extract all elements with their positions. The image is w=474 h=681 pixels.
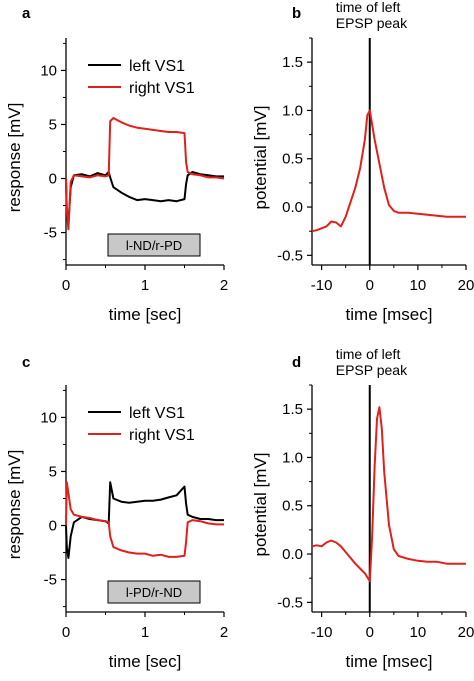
annotation-line-2: EPSP peak [336,15,408,31]
y-tick-label: -0.5 [277,247,303,264]
x-tick-label: 0 [62,624,70,641]
panel-letter-c: c [22,354,30,371]
x-axis-label: time [sec] [109,305,182,324]
legend-label: left VS1 [129,405,185,422]
y-axis-label: response [mV] [5,450,24,560]
series-line-left-vs1 [65,481,224,559]
x-axis-label: time [sec] [109,652,182,671]
condition-label: l-ND/r-PD [126,238,182,253]
y-tick-label: 0.5 [282,498,303,515]
y-axis-label: potential [mV] [251,453,270,557]
x-tick-label: 10 [410,624,427,641]
condition-label: l-PD/r-ND [126,585,182,600]
panel-letter-a: a [22,5,31,22]
series-line-left-vs1 [65,171,224,225]
x-tick-label: 2 [220,277,228,294]
y-tick-label: -5 [44,225,57,242]
y-tick-label: 0.0 [282,546,303,563]
condition-box [107,233,201,257]
x-tick-label: 20 [458,624,474,641]
condition-box [107,580,201,604]
panel-letter-d: d [292,354,301,371]
y-tick-label: 5 [49,463,57,480]
y-tick-label: 0.0 [282,199,303,216]
y-tick-label: -5 [44,572,57,589]
annotation-line-2: EPSP peak [336,362,408,378]
legend-label: right VS1 [129,80,195,97]
y-tick-label: 0 [49,518,57,535]
y-tick-label: 10 [40,62,57,79]
y-tick-label: 1.5 [282,54,303,71]
x-tick-label: -10 [311,277,333,294]
x-tick-label: 20 [458,277,474,294]
x-tick-label: -10 [311,624,333,641]
y-tick-label: -0.5 [277,594,303,611]
y-tick-label: 5 [49,116,57,133]
x-tick-label: 1 [141,624,149,641]
series-line-potential [311,406,466,583]
series-line-potential [311,109,466,233]
x-tick-label: 0 [366,277,374,294]
y-tick-label: 0.5 [282,151,303,168]
x-axis-label: time [msec] [346,305,433,324]
series-line-right-vs1 [65,481,224,558]
series-line-right-vs1 [65,117,225,231]
y-tick-label: 0 [49,171,57,188]
y-axis-label: potential [mV] [251,106,270,210]
y-tick-label: 1.5 [282,401,303,418]
x-tick-label: 1 [141,277,149,294]
legend-label: left VS1 [129,58,185,75]
x-axis-label: time [msec] [346,652,433,671]
annotation-line-1: time of left [336,0,401,15]
y-tick-label: 1.0 [282,449,303,466]
y-tick-label: 1.0 [282,102,303,119]
x-tick-label: 0 [366,624,374,641]
x-tick-label: 2 [220,624,228,641]
y-axis-label: response [mV] [5,103,24,213]
x-tick-label: 10 [410,277,427,294]
panel-letter-b: b [292,5,301,22]
x-tick-label: 0 [62,277,70,294]
annotation-line-1: time of left [336,346,401,362]
legend-label: right VS1 [129,427,195,444]
y-tick-label: 10 [40,409,57,426]
